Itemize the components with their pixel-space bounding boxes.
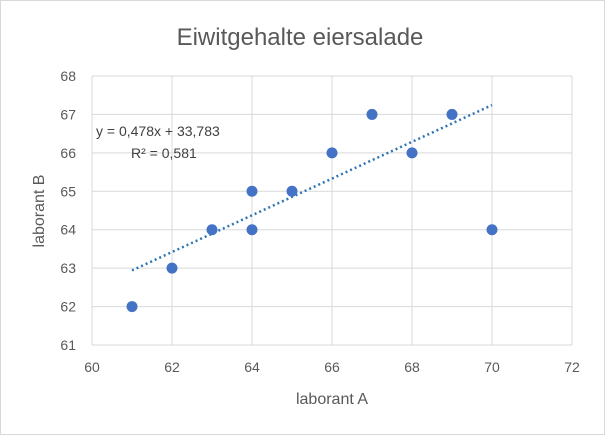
trendline-r2: R² = 0,581 — [131, 145, 197, 161]
y-axis-title: laborant B — [31, 175, 48, 248]
data-point — [446, 108, 458, 120]
x-tick-label: 72 — [564, 359, 580, 375]
data-point — [246, 185, 258, 197]
y-tick-label: 61 — [60, 337, 76, 353]
data-point — [486, 224, 498, 236]
y-tick-label: 62 — [60, 299, 76, 315]
data-point — [126, 301, 138, 313]
y-tick-label: 68 — [60, 68, 76, 84]
y-tick-label: 64 — [60, 222, 76, 238]
x-tick-label: 64 — [244, 359, 260, 375]
trendline-group — [131, 103, 493, 272]
y-tick-label: 63 — [60, 260, 76, 276]
y-tick-label: 66 — [60, 145, 76, 161]
tick-labels: 60 62 64 66 68 70 72 61 62 63 64 65 66 67 68 — [60, 68, 580, 375]
x-tick-label: 66 — [324, 359, 340, 375]
x-tick-label: 62 — [164, 359, 180, 375]
data-point — [166, 262, 178, 274]
data-point — [406, 147, 418, 159]
trendline — [131, 103, 493, 272]
chart-title: Eiwitgehalte eiersalade — [177, 24, 424, 51]
x-axis-title: laborant A — [296, 391, 368, 408]
x-tick-label: 70 — [484, 359, 500, 375]
trendline-equation: y = 0,478x + 33,783 — [96, 123, 220, 139]
x-tick-label: 68 — [404, 359, 420, 375]
data-points — [126, 108, 498, 313]
y-tick-label: 65 — [60, 183, 76, 199]
data-point — [286, 185, 298, 197]
gridlines — [91, 75, 573, 346]
data-point — [366, 108, 378, 120]
data-point — [206, 224, 218, 236]
x-tick-label: 60 — [84, 359, 100, 375]
y-tick-label: 67 — [60, 106, 76, 122]
data-point — [246, 224, 258, 236]
data-point — [326, 147, 338, 159]
